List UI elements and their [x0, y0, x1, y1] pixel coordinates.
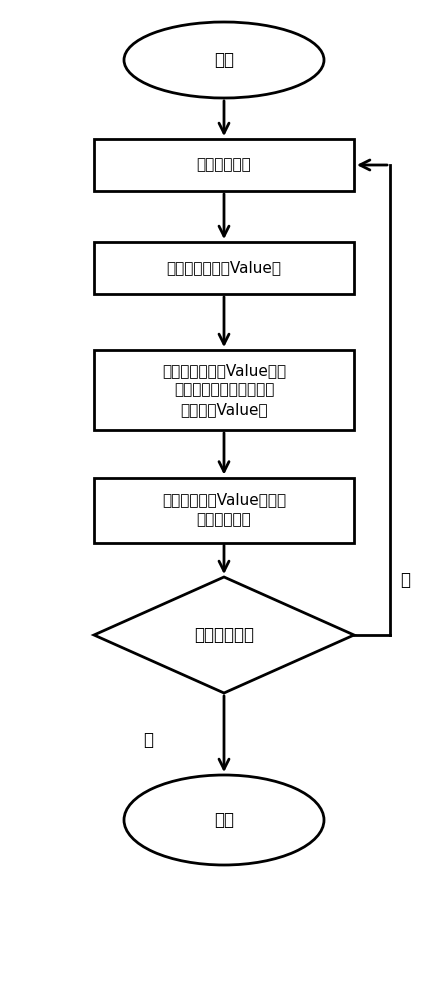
Text: 根据一级索引的Value值，
遍历二级存储，读取二级
存储的的Value值: 根据一级索引的Value值， 遍历二级存储，读取二级 存储的的Value值 [162, 363, 286, 417]
Text: 是: 是 [143, 731, 153, 749]
Text: 否: 否 [400, 571, 410, 589]
Bar [94, 350, 354, 430]
Text: 是否遍历结束: 是否遍历结束 [194, 626, 254, 644]
Bar [94, 242, 354, 294]
Polygon shape [94, 577, 354, 693]
Bar [94, 478, 354, 542]
Bar [94, 139, 354, 191]
Text: 开始: 开始 [214, 51, 234, 69]
Text: 反序列化所述Value值后，
进行消息传输: 反序列化所述Value值后， 进行消息传输 [162, 493, 286, 527]
Ellipse shape [124, 22, 324, 98]
Ellipse shape [124, 775, 324, 865]
Text: 结束: 结束 [214, 811, 234, 829]
Text: 遍历一级索引: 遍历一级索引 [197, 157, 251, 172]
Text: 读取一级索引的Value值: 读取一级索引的Value值 [167, 260, 281, 275]
